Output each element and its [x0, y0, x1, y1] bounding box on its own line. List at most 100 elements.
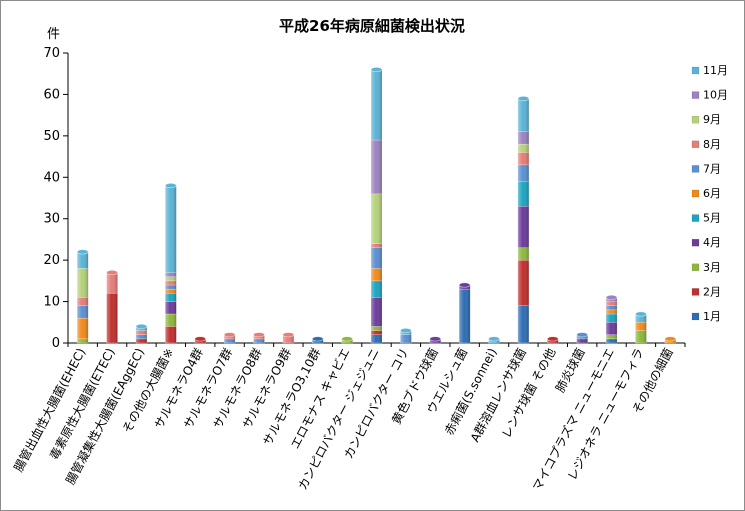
bar-segment-shade — [517, 181, 529, 207]
legend-label: 11月 — [703, 64, 728, 77]
bar-top-cap — [135, 323, 148, 329]
bar-segment-shade — [165, 276, 177, 281]
bar-segment-shade — [459, 289, 471, 343]
bar-segment-shade — [371, 330, 382, 335]
bar-segment-shade — [635, 330, 647, 343]
bar-segment-shade — [517, 98, 529, 132]
bar-top-cap — [223, 332, 236, 338]
y-tick-label: 30 — [43, 212, 60, 227]
bar-segment-shade — [371, 280, 382, 298]
bar-segment-shade — [371, 243, 382, 248]
legend-swatch — [691, 91, 700, 99]
bar-segment-shade — [371, 334, 382, 343]
bar-segment-shade — [517, 152, 529, 165]
bar-top-cap — [488, 336, 500, 342]
bar-segment-shade — [77, 297, 89, 306]
plot-area: 010203040506070腸管出血性大腸菌(EHEC)毒素原性大腸菌(ETE… — [10, 46, 686, 493]
legend: 11月 10月 9月 8月 7月 6月 5月 4月 3月 2月 1月 — [691, 64, 728, 323]
y-axis-unit-label: 件 — [47, 27, 60, 42]
legend-label: 6月 — [703, 187, 721, 200]
bar-top-cap — [370, 67, 383, 73]
bar-segment-shade — [371, 140, 382, 194]
bar-segment-shade — [371, 297, 382, 327]
y-tick-label: 20 — [43, 253, 60, 268]
legend-swatch — [691, 66, 700, 75]
bar-segment-shade — [606, 322, 618, 335]
bar-segment-shade — [77, 305, 89, 319]
bar-segment-shade — [165, 272, 177, 277]
bar-segment-shade — [400, 334, 412, 343]
bar-segment-shade — [282, 334, 294, 343]
bar-segment-shade — [77, 338, 89, 343]
bar-segment-shade — [635, 322, 647, 331]
bar-segment-shade — [606, 334, 618, 339]
legend-label: 5月 — [703, 212, 721, 225]
bar-segment-shade — [165, 185, 177, 273]
bar-top-cap — [664, 336, 677, 342]
legend-label: 10月 — [703, 89, 728, 102]
y-tick-label: 0 — [52, 336, 60, 351]
legend-swatch — [691, 263, 700, 272]
bar-segment-shade — [371, 247, 382, 269]
legend-swatch — [691, 189, 700, 198]
bar-segment-shade — [517, 131, 529, 145]
bar-segment-shade — [165, 280, 177, 285]
bar-segment-shade — [135, 338, 147, 343]
bar-top-cap — [253, 332, 265, 338]
legend-swatch — [691, 288, 700, 296]
bar-top-cap — [106, 270, 118, 276]
bar-segment-shade — [106, 272, 118, 294]
bar-segment-shade — [253, 338, 265, 343]
bar-segment-shade — [371, 193, 382, 244]
bar-top-cap — [311, 336, 324, 342]
bar-segment-shade — [517, 305, 529, 343]
bar-top-cap — [194, 336, 207, 342]
bar-segment-shade — [517, 206, 529, 248]
legend-swatch — [691, 312, 700, 321]
bar-segment-shade — [606, 305, 618, 310]
y-tick-label: 10 — [43, 295, 60, 310]
legend-swatch — [691, 165, 700, 173]
y-tick-label: 60 — [43, 87, 60, 102]
chart-title: 平成26年病原細菌検出状況 — [279, 17, 465, 35]
bar-top-cap — [400, 328, 412, 334]
bar-top-cap — [458, 282, 471, 288]
bar-top-cap — [605, 294, 618, 300]
legend-swatch — [691, 238, 700, 247]
bar-segment-shade — [106, 293, 118, 343]
bar-segment-shade — [77, 268, 89, 298]
bar-segment-shade — [165, 301, 177, 314]
bar-top-cap — [341, 336, 353, 342]
legend-label: 7月 — [703, 162, 721, 175]
bar-segment-shade — [135, 330, 147, 335]
bar-segment-shade — [576, 338, 588, 343]
bar-segment-shade — [517, 144, 529, 153]
bar-segment-shade — [165, 293, 177, 302]
y-tick-label: 40 — [43, 170, 60, 185]
bar-segment-shade — [606, 301, 618, 306]
bar-segment-shade — [606, 309, 618, 314]
bar-top-cap — [635, 311, 647, 317]
legend-label: 1月 — [703, 310, 721, 323]
y-tick-label: 70 — [43, 46, 60, 61]
bar-segment-shade — [371, 326, 382, 331]
bar-top-cap — [517, 96, 530, 102]
bar-top-cap — [429, 336, 442, 342]
legend-label: 2月 — [703, 285, 721, 298]
bar-top-cap — [165, 183, 177, 189]
legend-label: 9月 — [703, 113, 721, 126]
bar-segment-shade — [371, 268, 382, 281]
bar-segment-shade — [165, 314, 177, 327]
bar-segment-shade — [77, 318, 89, 339]
legend-label: 8月 — [703, 138, 721, 151]
bar-segment-shade — [635, 314, 647, 323]
bar-top-cap — [546, 336, 559, 342]
bar-segment-shade — [517, 260, 529, 306]
bar-segment-shade — [606, 338, 618, 343]
bar-segment-shade — [371, 69, 382, 140]
bar-top-cap — [282, 332, 295, 338]
bar-segment-shade — [165, 289, 177, 294]
legend-label: 3月 — [703, 261, 721, 274]
y-tick-label: 50 — [43, 129, 60, 144]
